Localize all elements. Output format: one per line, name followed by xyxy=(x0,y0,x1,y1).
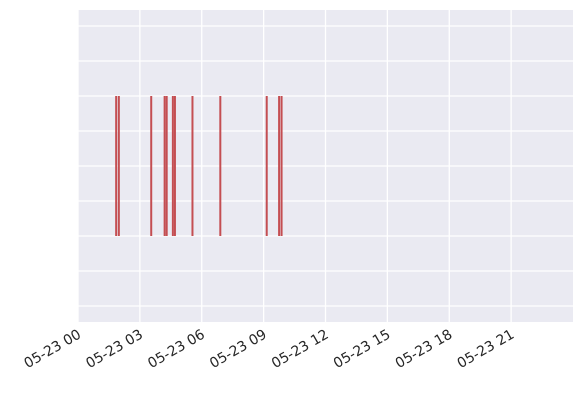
event-lines xyxy=(115,96,283,236)
x-tick-label: 05-23 03 xyxy=(83,327,146,372)
x-tick-label: 05-23 18 xyxy=(393,327,456,372)
x-tick-label: 05-23 00 xyxy=(21,327,84,372)
x-tick-label: 05-23 12 xyxy=(269,327,332,372)
x-tick-labels: 05-23 00 05-23 03 05-23 06 05-23 09 05-23 12… xyxy=(21,327,517,372)
x-tick-label: 05-23 06 xyxy=(145,327,208,372)
x-tick-label: 05-23 15 xyxy=(331,327,394,372)
x-tick-label: 05-23 21 xyxy=(455,327,518,372)
x-tick-label: 05-23 09 xyxy=(207,327,270,372)
x-grid xyxy=(77,10,512,322)
